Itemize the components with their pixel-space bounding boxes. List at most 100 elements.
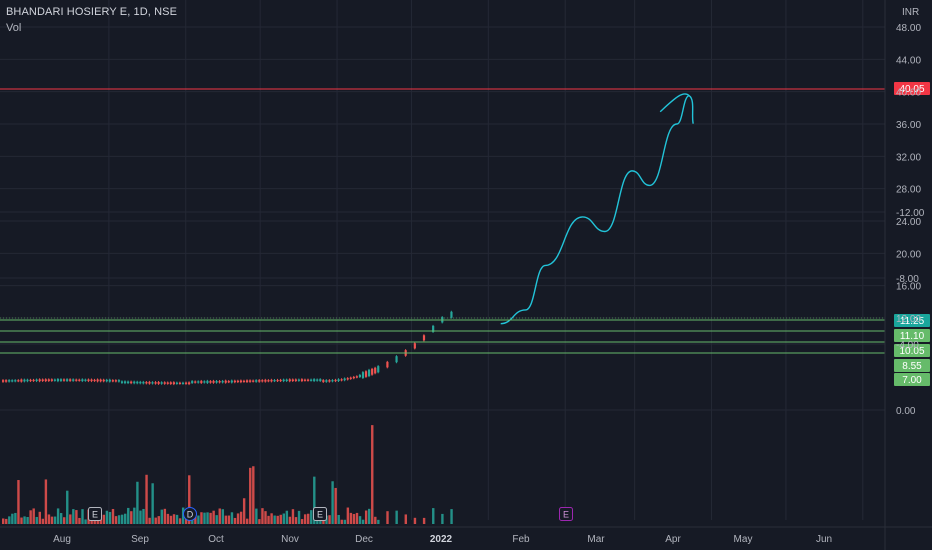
volume-indicator-label[interactable]: Vol — [6, 22, 22, 34]
volume-bar — [282, 513, 285, 524]
volume-bar — [252, 466, 255, 524]
volume-bar — [32, 508, 35, 524]
volume-bar — [203, 512, 206, 524]
candle-body — [374, 367, 377, 374]
candle-body — [169, 382, 172, 384]
volume-tick-label: -12.00 — [896, 208, 925, 219]
volume-bar — [160, 509, 163, 524]
candle-body — [368, 369, 371, 377]
candle-body — [47, 379, 50, 381]
candle-body — [41, 379, 44, 381]
candle-body — [252, 380, 255, 382]
volume-bar — [127, 507, 130, 524]
candle-body — [29, 379, 32, 382]
volume-bar — [279, 514, 282, 524]
volume-bar — [188, 475, 191, 524]
candle-body — [111, 380, 114, 382]
volume-bar — [297, 510, 301, 524]
projection-drawing[interactable] — [500, 93, 694, 325]
volume-bar — [227, 515, 231, 524]
symbol-title[interactable]: BHANDARI HOSIERY E, 1D, NSE — [6, 6, 178, 18]
price-tick-label: 48.00 — [896, 23, 921, 34]
candle-body — [148, 381, 151, 384]
candle-body — [127, 381, 130, 384]
volume-bar — [166, 513, 170, 524]
support-1-label: 11.25 — [900, 316, 925, 327]
candle-body — [78, 379, 81, 381]
candle-body — [239, 380, 243, 383]
volume-bar — [200, 512, 203, 524]
volume-bar — [303, 514, 307, 524]
volume-bar — [334, 487, 337, 524]
volume-bar — [371, 425, 374, 524]
time-tick-label: Dec — [355, 534, 373, 545]
candle-body — [261, 380, 264, 382]
candle-body — [371, 368, 374, 375]
volume-bar — [255, 508, 258, 524]
candle-body — [53, 379, 57, 381]
candle-body — [246, 380, 249, 383]
volume-bar — [11, 513, 14, 524]
volume-bar — [163, 508, 167, 524]
volume-bar — [154, 517, 157, 524]
price-tick-label: 16.00 — [896, 282, 921, 293]
support-5-tag — [894, 373, 930, 386]
candle-body — [303, 379, 307, 381]
candle-body — [209, 381, 212, 383]
volume-bar — [50, 516, 54, 524]
candle-body — [221, 380, 224, 383]
volume-bar — [96, 518, 99, 524]
volume-bar — [352, 514, 356, 524]
candle-body — [316, 379, 319, 381]
volume-bar — [124, 513, 127, 524]
volume-bar — [413, 517, 417, 524]
volume-bar — [331, 481, 334, 524]
candle-body — [346, 378, 349, 380]
volume-bar — [66, 490, 69, 524]
candle-body — [50, 379, 53, 381]
volume-bar — [395, 510, 398, 524]
time-tick-label: Nov — [281, 534, 299, 545]
currency-label: INR — [902, 7, 920, 18]
volume-bar — [111, 508, 115, 524]
volume-bar — [209, 512, 212, 524]
candle-body — [136, 381, 139, 384]
volume-bar — [175, 514, 179, 524]
volume-bar — [368, 508, 371, 524]
horizontal-levels[interactable]: 40.05 11.25 11.10 10.05 8.55 7.00 — [0, 82, 930, 386]
candle-body — [273, 380, 276, 382]
volume-bar — [386, 511, 389, 524]
volume-bar — [355, 512, 359, 524]
volume-bar — [2, 518, 5, 524]
volume-bar — [310, 510, 313, 524]
volume-bar — [313, 476, 316, 524]
volume-bar — [108, 511, 112, 524]
price-axis[interactable]: 48.00 44.00 40.00 36.00 32.00 28.00 24.00 20.00… — [884, 0, 925, 550]
candle-body — [188, 382, 191, 385]
volume-bar — [441, 513, 444, 524]
volume-bar — [151, 483, 154, 524]
volume-bar — [239, 511, 243, 524]
volume-bar — [215, 515, 218, 524]
volume-bar — [264, 511, 267, 524]
candle-body — [154, 382, 157, 384]
candle-body — [422, 335, 426, 341]
price-tick-label: 12.00 — [896, 314, 921, 325]
candle-body — [8, 380, 11, 382]
volume-bar — [337, 514, 340, 524]
candle-body — [56, 379, 60, 382]
candle-body — [334, 379, 337, 382]
volume-bar — [139, 510, 142, 524]
candle-body — [450, 311, 453, 318]
time-axis[interactable]: Aug Sep Oct Nov Dec 2022 Feb Mar Apr May Jun — [0, 526, 932, 545]
candle-body — [157, 382, 160, 384]
volume-bar — [181, 507, 185, 524]
candle-body — [395, 356, 398, 363]
candle-body — [331, 380, 334, 382]
price-tick-label: 44.00 — [896, 55, 921, 66]
candle-body — [66, 379, 69, 382]
candle-body — [181, 382, 185, 385]
candle-body — [63, 379, 66, 381]
